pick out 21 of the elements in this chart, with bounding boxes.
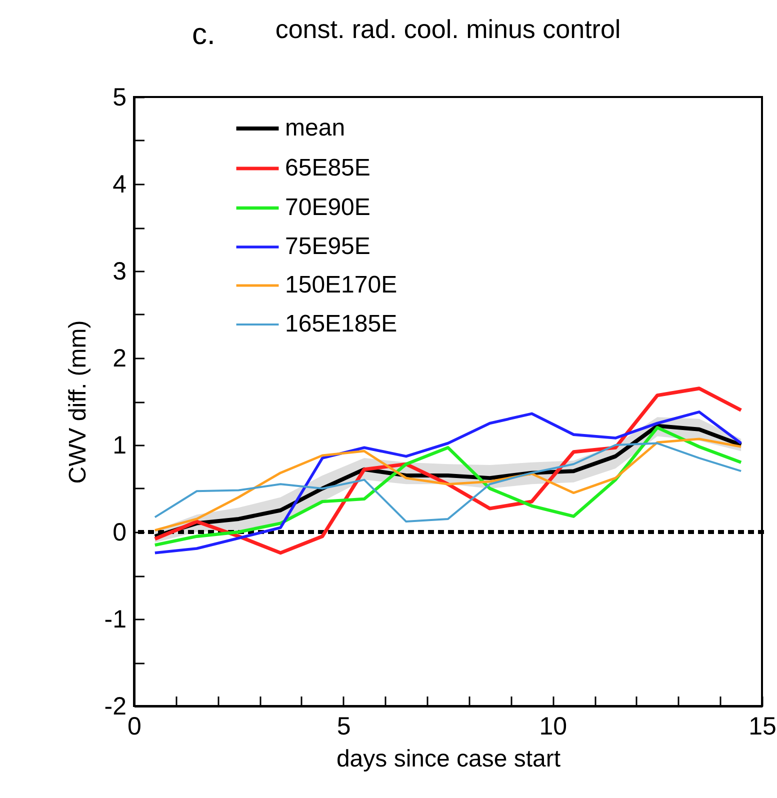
legend-label: 165E185E (285, 310, 398, 338)
x-tick-label: 5 (336, 712, 351, 740)
y-tick-label: 3 (112, 258, 126, 286)
legend-label: 150E170E (285, 272, 398, 298)
legend-label: 75E95E (285, 233, 370, 260)
y-tick-label: -1 (104, 606, 126, 634)
text: c. (192, 18, 216, 52)
legend-label: mean (285, 114, 346, 142)
x-tick-label: 15 (748, 712, 776, 740)
y-tick-label: -2 (104, 692, 126, 720)
legend-label: 70E90E (285, 194, 370, 221)
y-tick-label: 2 (112, 344, 126, 372)
y-axis-title: CWV diff. (mm) (64, 320, 92, 484)
legend-label: 65E85E (285, 154, 370, 182)
y-tick-label: 0 (112, 518, 126, 546)
x-tick-label: 10 (539, 712, 568, 740)
y-tick-label: 4 (112, 170, 127, 198)
y-tick-label: 1 (112, 432, 126, 460)
y-tick-label: 5 (112, 84, 126, 112)
chart-title: const. rad. cool. minus control (275, 14, 621, 44)
x-axis-title: days since case start (336, 746, 561, 772)
